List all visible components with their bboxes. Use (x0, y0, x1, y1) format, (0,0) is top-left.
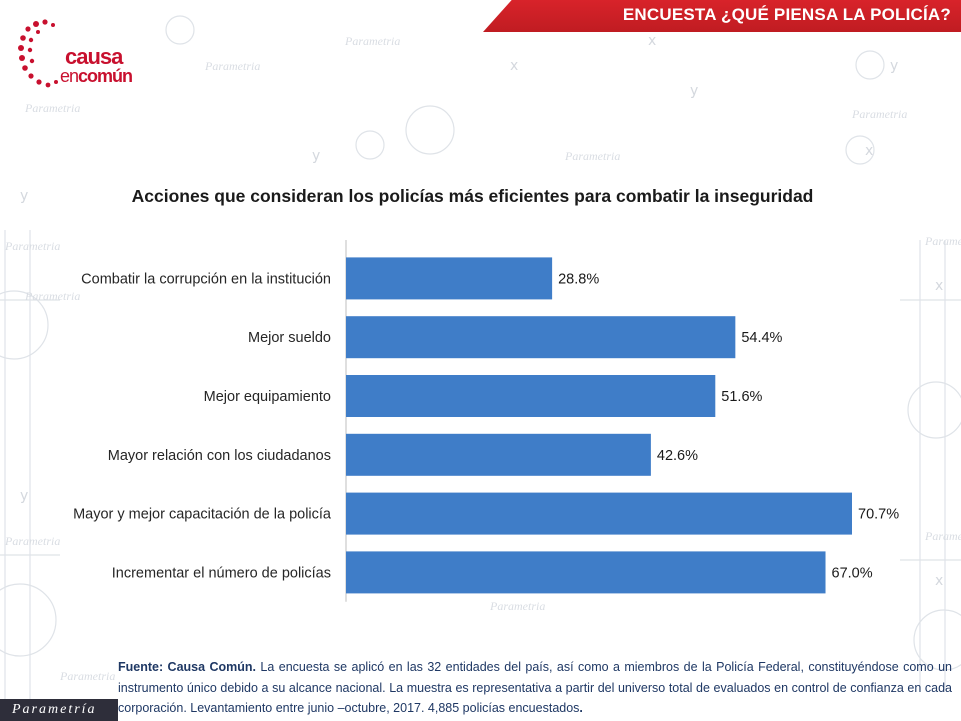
category-label: Mejor sueldo (248, 330, 331, 346)
bar (346, 375, 716, 417)
logo-text-en: en (60, 66, 79, 86)
bar (346, 433, 651, 476)
bar (346, 551, 826, 594)
source-label: Fuente: Causa Común. (118, 660, 257, 674)
header-banner: ENCUESTA ¿QUÉ PIENSA LA POLICÍA? (483, 0, 961, 32)
source-note: Fuente: Causa Común. La encuesta se apli… (118, 657, 952, 719)
source-text: La encuesta se aplicó en las 32 entidade… (118, 660, 952, 715)
category-label: Incrementar el número de policías (112, 565, 331, 581)
category-label: Mayor relación con los ciudadanos (108, 448, 331, 464)
parametria-brand-tag: Parametría (0, 699, 118, 721)
value-label: 28.8% (558, 271, 599, 287)
bar (346, 492, 852, 535)
logo-text-comun: común (78, 66, 133, 86)
logo-text-en-comun: encomún (60, 66, 133, 86)
value-label: 70.7% (858, 507, 899, 523)
category-label: Mayor y mejor capacitación de la policía (73, 507, 332, 523)
header-title: ENCUESTA ¿QUÉ PIENSA LA POLICÍA? (622, 5, 951, 24)
causa-en-comun-logo: causa encomún (18, 16, 138, 96)
value-label: 67.0% (832, 565, 873, 581)
bar (346, 316, 736, 359)
logo-dots-icon (18, 19, 58, 88)
source-end-mark: . (579, 701, 583, 715)
chart-title: Acciones que consideran los policías más… (131, 186, 814, 206)
bar (346, 257, 553, 300)
value-label: 42.6% (657, 448, 698, 464)
logo-text-causa: causa (65, 44, 123, 69)
category-label: Combatir la corrupción en la institución (81, 271, 331, 287)
brand-tag-text: Parametría (12, 702, 97, 717)
category-label: Mejor equipamiento (204, 389, 331, 405)
value-label: 54.4% (741, 330, 782, 346)
value-label: 51.6% (721, 389, 762, 405)
